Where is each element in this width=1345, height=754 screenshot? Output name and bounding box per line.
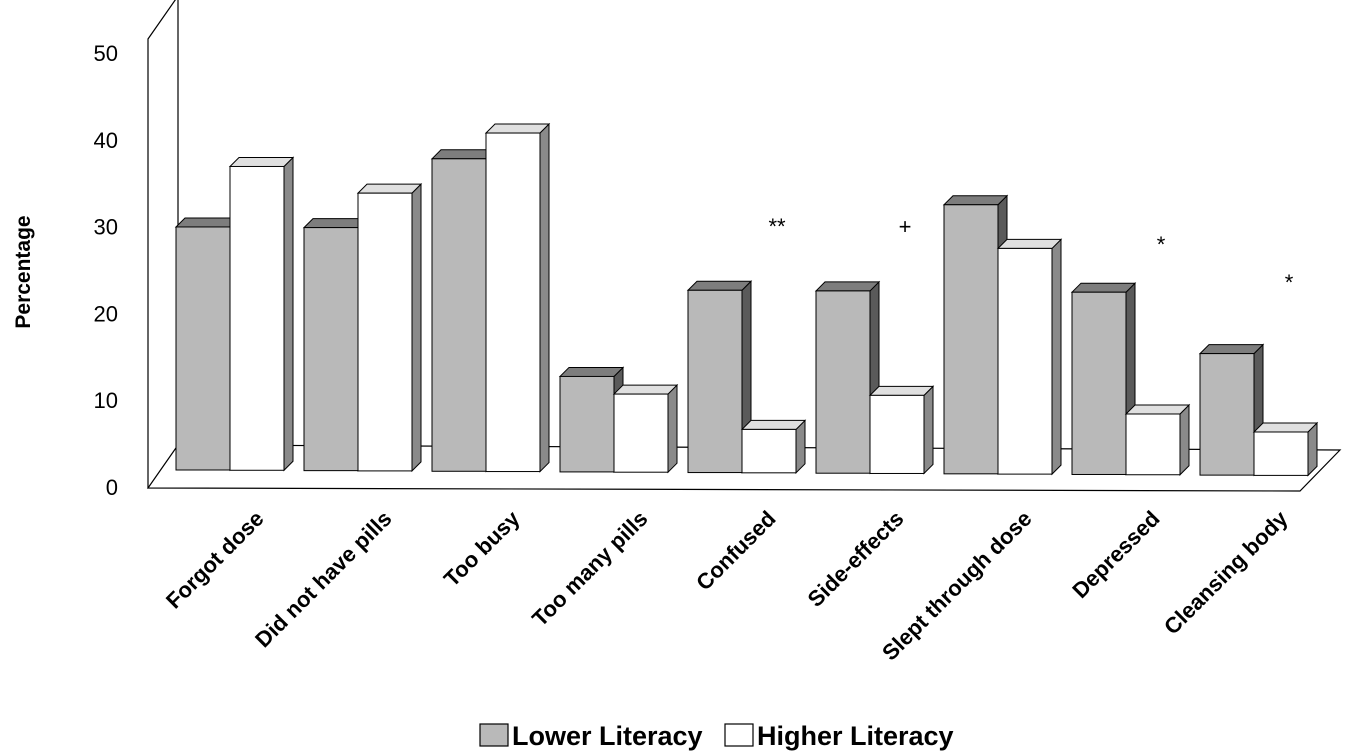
bar-top [1124, 404, 1191, 415]
floor [146, 444, 1342, 492]
bar-front [431, 158, 487, 472]
significance-marker: ** [768, 214, 786, 239]
bar-top [740, 419, 807, 430]
y-tick-label: 30 [94, 215, 118, 240]
legend-item: Higher Literacy [724, 721, 954, 751]
bar-higher [996, 238, 1063, 476]
y-tick-label: 40 [94, 128, 118, 153]
x-tick-label: Forgot dose [161, 506, 269, 614]
bar-top [1070, 282, 1137, 293]
bar-top [1252, 422, 1319, 433]
bar-top [356, 183, 423, 194]
bar-top [996, 238, 1063, 249]
bar-front [741, 428, 797, 474]
bar-lower [686, 280, 753, 474]
bar-front [613, 393, 669, 473]
legend-swatch [479, 723, 509, 747]
bar-higher [740, 419, 807, 475]
y-axis-label: Percentage [12, 215, 35, 328]
bar-top [558, 366, 625, 377]
bar-top [868, 385, 935, 396]
bar-front [1199, 353, 1255, 476]
bar-higher [1252, 421, 1319, 477]
x-tick-label: Too many pills [527, 506, 652, 631]
x-tick-label: Too busy [439, 505, 525, 591]
bar-top [228, 156, 295, 167]
bar-front [303, 227, 359, 472]
legend: Lower Literacy Higher Literacy [479, 721, 954, 751]
significance-marker: * [1157, 232, 1166, 257]
bar-front [175, 226, 231, 471]
bar-front [869, 394, 925, 474]
bar-side [667, 383, 678, 474]
x-tick-label: Side-effects [803, 506, 909, 612]
bar-higher [1124, 403, 1191, 476]
y-tick-label: 10 [94, 388, 118, 413]
legend-label: Higher Literacy [757, 721, 954, 751]
bar-front [687, 289, 743, 474]
significance-marker: + [899, 214, 912, 239]
bar-front [559, 375, 615, 473]
bar-top [942, 195, 1009, 206]
bar-top [814, 281, 881, 292]
bar-higher [868, 385, 935, 475]
bar-higher [484, 122, 551, 473]
x-tick-label: Confused [691, 506, 780, 595]
bars [174, 122, 1319, 477]
bar-front [1253, 431, 1309, 476]
bar-front [997, 247, 1053, 475]
bar-side [283, 156, 294, 472]
bar-top [484, 123, 551, 134]
bar-side [923, 385, 934, 475]
y-tick-label: 0 [106, 475, 118, 500]
bar-front [1071, 291, 1127, 475]
bar-side [1051, 238, 1062, 476]
bar-higher [612, 383, 679, 474]
bar-higher [356, 182, 423, 473]
bar-side [1179, 403, 1190, 476]
x-tick-label: Depressed [1067, 506, 1164, 603]
bar-front [485, 132, 541, 473]
bar-top [686, 280, 753, 291]
bar-front [1125, 413, 1181, 476]
bar-front [357, 192, 413, 472]
bar-front [815, 290, 871, 474]
legend-item: Lower Literacy [479, 721, 703, 751]
y-axis-ticks: 0 10 20 30 40 50 [94, 41, 118, 500]
bar-top [1198, 344, 1265, 355]
bar-side [539, 122, 550, 473]
y-tick-label: 20 [94, 301, 118, 326]
significance-annotations: ** +** [768, 214, 1293, 295]
legend-swatch [724, 723, 754, 747]
back-wall-outline [147, 0, 176, 488]
x-tick-label: Cleansing body [1159, 505, 1293, 639]
legend-label: Lower Literacy [512, 721, 703, 751]
bar-front [943, 204, 999, 475]
x-tick-label: Did not have pills [250, 506, 396, 652]
significance-marker: * [1285, 270, 1294, 295]
bar-side [411, 182, 422, 473]
bar-front [229, 165, 285, 471]
bar-top [612, 384, 679, 395]
bar-higher [228, 156, 295, 472]
y-tick-label: 50 [94, 41, 118, 66]
